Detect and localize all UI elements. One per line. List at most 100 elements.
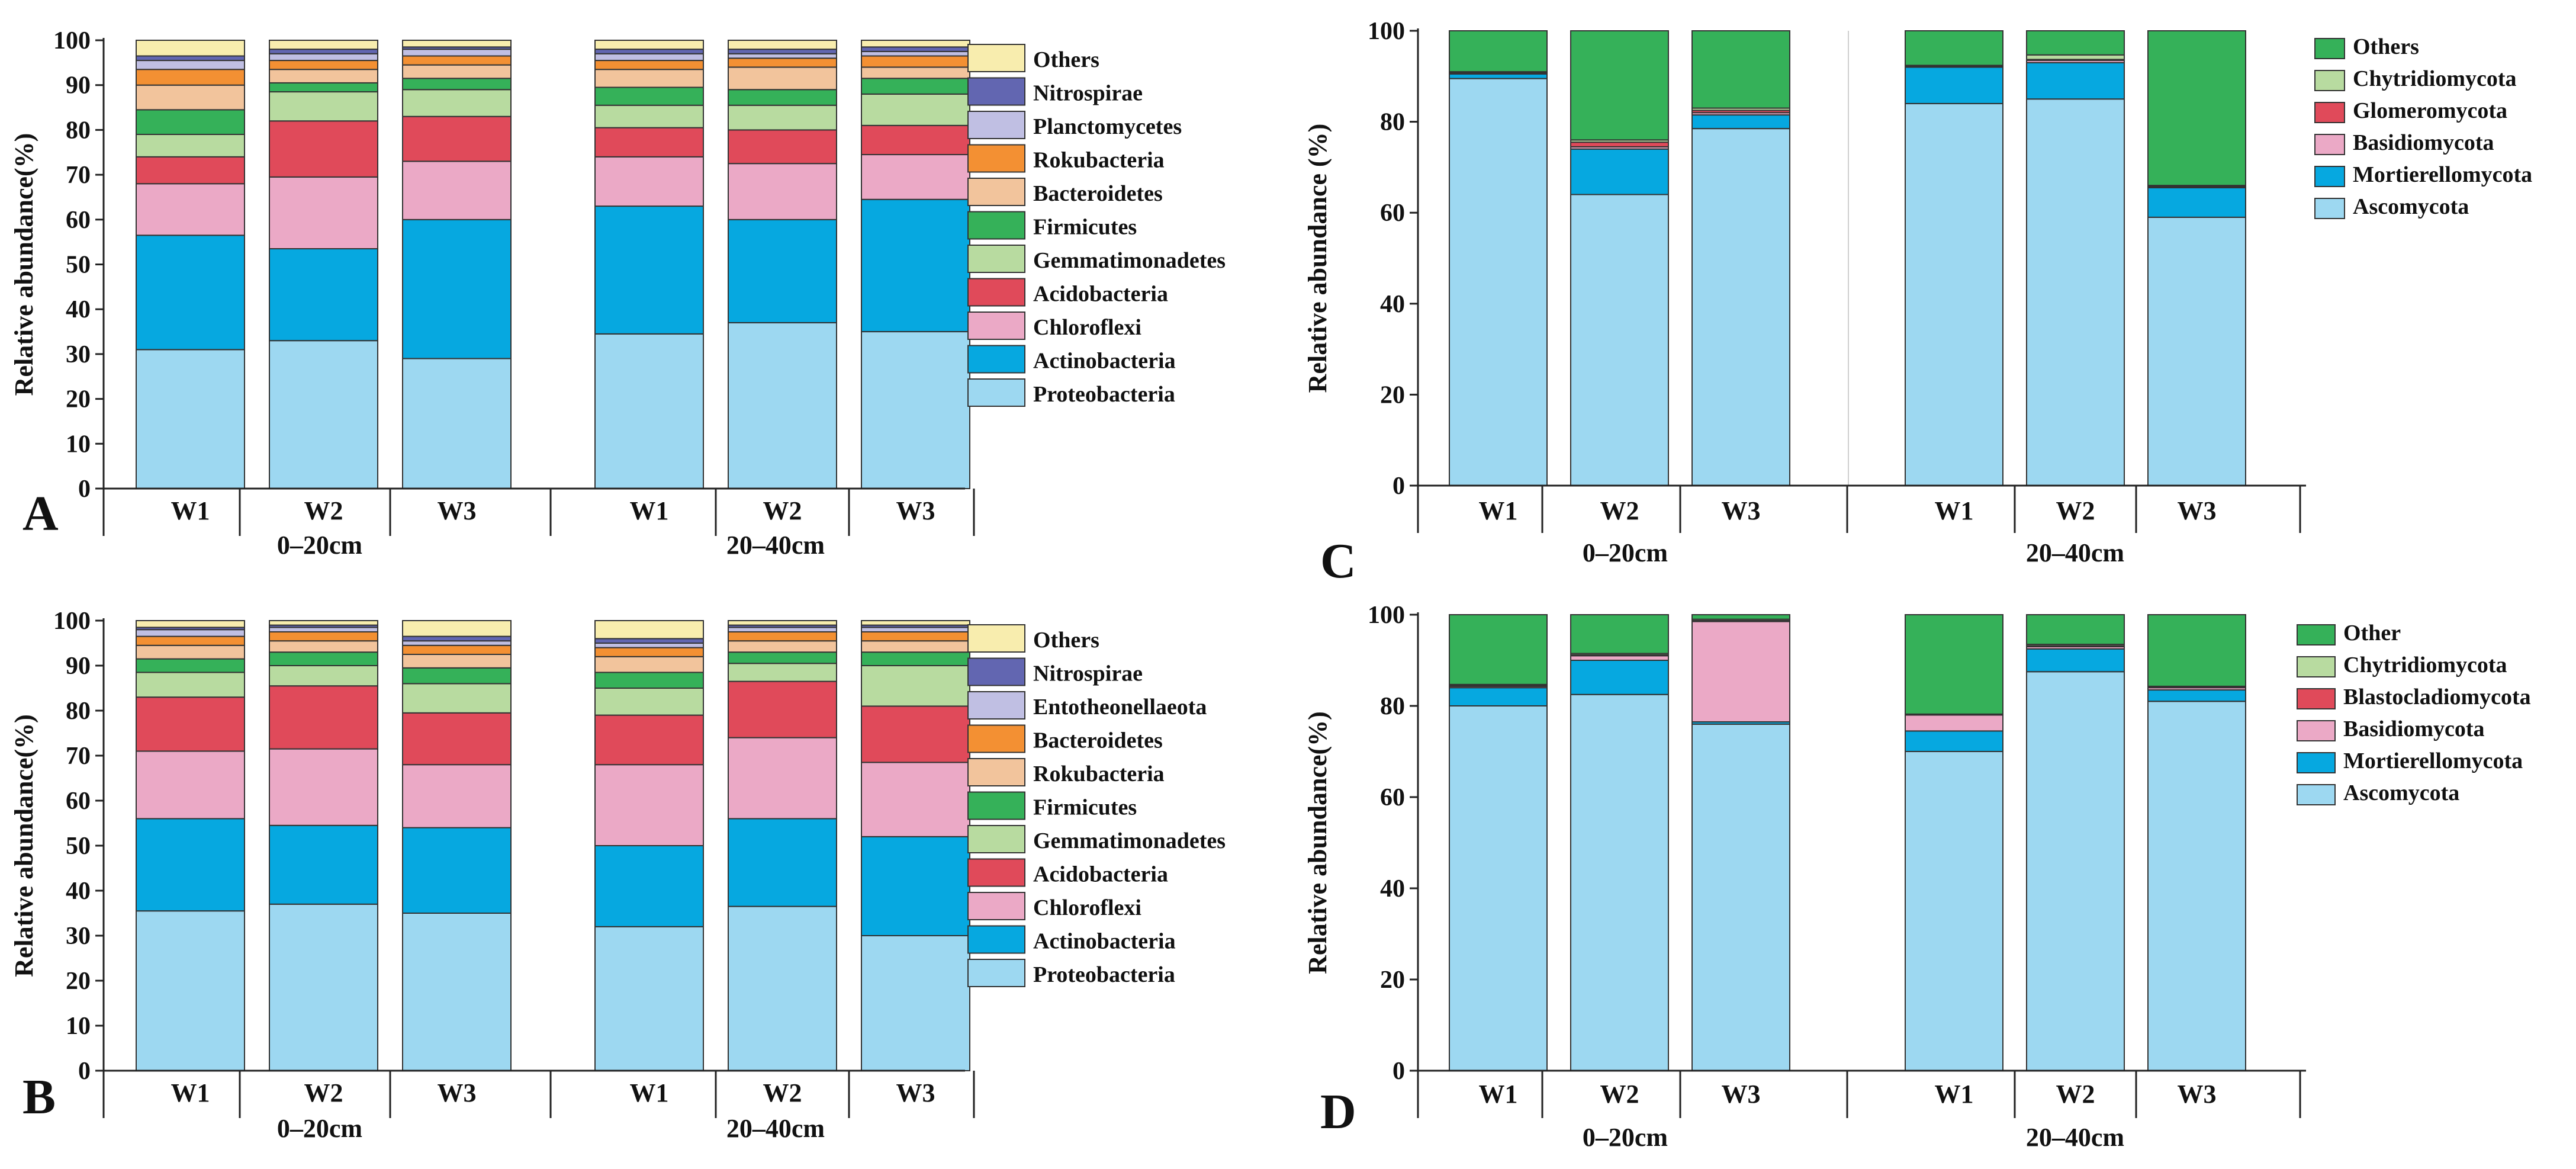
panel-c-bar-2-ascomycota-segment	[1570, 194, 1669, 486]
panel-a-bar-6-firmicutes-segment	[861, 78, 970, 95]
panel-a-bar-3-chloroflexi-segment	[402, 160, 512, 220]
panel-b-bar-5-bacteroidetes-segment	[728, 631, 837, 642]
panel-a-bar-4-planctomycetes-segment	[594, 53, 704, 62]
panel-a-bar-2-chloroflexi-segment	[269, 176, 378, 250]
panel-d-bar-1-mortierellomycota-segment	[1449, 687, 1548, 706]
panel-b-legend-swatch	[967, 691, 1025, 720]
panel-b-y-tick-label: 50	[66, 833, 91, 860]
panel-a-legend: Others Nitrospirae Planctomycetes Rokubacte…	[967, 44, 1226, 407]
panel-c-bar-5-others-segment	[2026, 30, 2125, 56]
panel-a-letter: A	[22, 486, 59, 541]
panel-c-bar-5-chytridiomycota-segment	[2026, 54, 2125, 60]
panel-a-bar-1-firmicutes-segment	[136, 109, 245, 135]
panel-b-y-tick-label: 40	[66, 878, 91, 905]
panel-a-legend-label: Proteobacteria	[1033, 382, 1175, 407]
panel-c-bar-5-ascomycota-segment	[2026, 98, 2125, 486]
panel-b-bar-5-chloroflexi-segment	[728, 737, 837, 820]
panel-b-bar-1-chloroflexi-segment	[136, 750, 245, 820]
panel-c-y-tick-label: 20	[1380, 381, 1405, 409]
panel-c-letter: C	[1320, 534, 1356, 589]
panel-b-bar-2-others-segment	[269, 620, 378, 626]
panel-b: 0 10 20 30 40 50 60 70 80 90 100 Relative abundance…	[9, 608, 1226, 1143]
panel-c-y-tick-label: 40	[1380, 291, 1405, 318]
panel-b-bar-3-nitrospirae-segment	[402, 635, 512, 642]
panel-d-bar-4-ascomycota-segment	[1905, 751, 2003, 1071]
panel-d-legend-swatch	[2297, 752, 2336, 773]
panel-a-bar-1-nitrospirae-segment	[136, 55, 245, 62]
panel-b-legend-swatch	[967, 858, 1025, 887]
panel-c: 0 20 40 60 80 100 Relative abundance (%) W1 W2 W3…	[1303, 18, 2532, 589]
panel-d-bar-6-mortierellomycota-segment	[2147, 689, 2246, 702]
panel-a-legend-swatch	[967, 211, 1025, 240]
panel-a-y-axis-label: Relative abundance(%)	[9, 133, 38, 396]
panel-d-y-tick-label: 60	[1380, 784, 1405, 811]
panel-d-bar-1-ascomycota-segment	[1449, 705, 1548, 1071]
panel-c-group-label: 20–40cm	[2026, 538, 2124, 567]
panel-d-x-tick-label: W2	[1600, 1080, 1639, 1109]
panel-b-bar-6-gemmatimonadetes-segment	[861, 665, 970, 707]
panel-d-legend-label: Basidiomycota	[2343, 717, 2485, 741]
panel-b-legend-label: Nitrospirae	[1033, 661, 1143, 686]
panel-b-bar-3-entotheonellaeota-segment	[402, 640, 512, 646]
panel-c-bar-3-ascomycota-segment	[1691, 128, 1790, 486]
panel-b-legend-swatch	[967, 758, 1025, 786]
panel-b-bar-3-bacteroidetes-segment	[402, 644, 512, 656]
panel-a-legend-label: Gemmatimonadetes	[1033, 248, 1226, 273]
panel-b-bar-6-others-segment	[861, 620, 970, 626]
panel-b-bar-1-bacteroidetes-segment	[136, 635, 245, 646]
panel-d-x-tick-label: W1	[1935, 1080, 1974, 1109]
panel-b-legend-swatch	[967, 724, 1025, 753]
panel-b-bar-3-acidobacteria-segment	[402, 712, 512, 766]
panel-a-bar-3-bacteroidetes-segment	[402, 64, 512, 79]
panel-b-legend-swatch	[967, 624, 1025, 653]
panel-d-legend-label: Chytridiomycota	[2343, 653, 2507, 677]
panel-b-bar-4-gemmatimonadetes-segment	[594, 688, 704, 716]
panel-a-legend-swatch	[967, 77, 1025, 106]
panel-c-x-tick-label: W1	[1479, 496, 1518, 525]
panel-a-bar-5-chloroflexi-segment	[728, 163, 837, 220]
panel-b-bar-4-rokubacteria-segment	[594, 656, 704, 673]
panel-a-bar-5-bacteroidetes-segment	[728, 66, 837, 91]
panel-b-legend-swatch	[967, 892, 1025, 920]
panel-c-bar-4-mortierellomycota-segment	[1905, 66, 2003, 104]
panel-a-group-label: 20–40cm	[726, 531, 825, 560]
panel-a-bar-2-gemmatimonadetes-segment	[269, 91, 378, 122]
panel-b-bar-5-rokubacteria-segment	[728, 640, 837, 653]
panel-d-legend-swatch	[2297, 656, 2336, 677]
panel-a-bar-5-acidobacteria-segment	[728, 129, 837, 165]
panel-b-bar-6-chloroflexi-segment	[861, 762, 970, 837]
panel-b-bar-4-proteobacteria-segment	[594, 926, 704, 1072]
panel-a-legend-swatch	[967, 378, 1025, 407]
panel-a-bar-4-chloroflexi-segment	[594, 156, 704, 207]
panel-d-bar-4-mortierellomycota-segment	[1905, 730, 2003, 752]
panel-d-legend: Other Chytridiomycota Blastocladiomycota Ba…	[2297, 621, 2531, 805]
panel-c-y-tick-label: 100	[1368, 18, 1405, 45]
panel-d-bar-5-mortierellomycota-segment	[2026, 648, 2125, 673]
panel-a-legend-swatch	[967, 144, 1025, 173]
panel-c-y-tick-label: 80	[1380, 109, 1405, 136]
panel-a-y-tick-label: 10	[66, 431, 91, 458]
panel-b-bar-1-actinobacteria-segment	[136, 818, 245, 912]
panel-a-bar-2-bacteroidetes-segment	[269, 69, 378, 84]
panel-c-bar-2-mortierellomycota-segment	[1570, 148, 1669, 195]
panel-c-bar-1-others-segment	[1449, 30, 1548, 73]
panel-b-bar-2-gemmatimonadetes-segment	[269, 665, 378, 687]
panel-a-bar-2-nitrospirae-segment	[269, 49, 378, 54]
panel-c-legend-label: Others	[2353, 34, 2419, 59]
panel-c-legend-swatch	[2314, 166, 2345, 187]
panel-a-legend-label: Nitrospirae	[1033, 81, 1143, 106]
panel-a-legend-swatch	[967, 278, 1025, 307]
panel-d-legend-label: Other	[2343, 621, 2401, 645]
panel-b-legend-label: Acidobacteria	[1033, 862, 1168, 887]
panel-b-bar-4-actinobacteria-segment	[594, 845, 704, 927]
panel-c-bar-1-mortierellomycota-segment	[1449, 73, 1548, 79]
panel-b-bar-6-bacteroidetes-segment	[861, 631, 970, 642]
panel-b-bar-1-acidobacteria-segment	[136, 696, 245, 752]
panel-a-bar-4-nitrospirae-segment	[594, 49, 704, 54]
panel-a-legend-swatch	[967, 111, 1025, 139]
panel-d-legend-label: Blastocladiomycota	[2343, 685, 2531, 709]
panel-d-x-tick-label: W3	[2178, 1080, 2217, 1109]
panel-b-bar-5-firmicutes-segment	[728, 651, 837, 664]
panel-a-bar-6-rokubacteria-segment	[861, 55, 970, 68]
